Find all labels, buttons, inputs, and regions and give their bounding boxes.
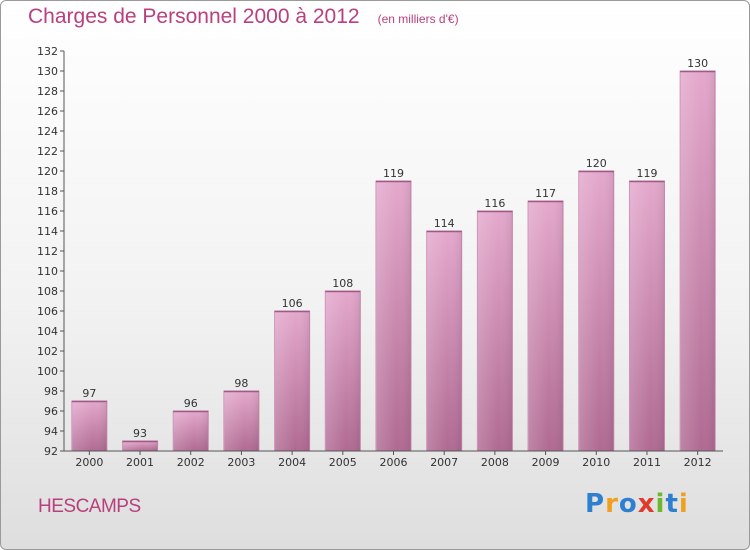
y-tick-label: 118 — [37, 185, 58, 198]
bar-value-label: 114 — [434, 217, 455, 230]
y-tick-label: 98 — [44, 385, 58, 398]
x-tick-label: 2003 — [227, 456, 255, 469]
x-tick-label: 2012 — [684, 456, 712, 469]
bar-shade — [325, 291, 361, 451]
bar-value-label: 97 — [82, 387, 96, 400]
brand-logo: Proxiti — [585, 489, 689, 519]
bar-value-label: 130 — [687, 57, 708, 70]
y-tick-label: 124 — [37, 125, 58, 138]
x-tick-label: 2008 — [481, 456, 509, 469]
brand-letter: i — [678, 489, 689, 519]
bar-value-label: 116 — [484, 197, 505, 210]
y-tick-label: 102 — [37, 345, 58, 358]
x-tick-label: 2009 — [532, 456, 560, 469]
x-tick-label: 2010 — [582, 456, 610, 469]
y-tick-label: 120 — [37, 165, 58, 178]
x-tick-label: 2007 — [430, 456, 458, 469]
y-tick-label: 100 — [37, 365, 58, 378]
bar-value-label: 106 — [282, 297, 303, 310]
brand-letter: t — [665, 489, 679, 519]
y-tick-label: 110 — [37, 265, 58, 278]
x-tick-label: 2011 — [633, 456, 661, 469]
y-tick-label: 104 — [37, 325, 58, 338]
bar-shade — [71, 401, 107, 451]
brand-letter: P — [585, 489, 606, 519]
bar-shade — [274, 311, 310, 451]
y-tick-label: 122 — [37, 145, 58, 158]
brand-letter: x — [637, 489, 656, 519]
bars: 97 93 96 98 106 108 119 114 116 117 120 119 130 — [71, 57, 716, 452]
x-tick-label: 2004 — [278, 456, 306, 469]
x-tick-label: 2001 — [126, 456, 154, 469]
chart-subtitle: (en milliers d'€) — [377, 12, 459, 26]
y-tick-label: 112 — [37, 245, 58, 258]
x-tick-label: 2005 — [329, 456, 357, 469]
y-tick-label: 130 — [37, 65, 58, 78]
bar-shade — [528, 201, 564, 451]
y-tick-label: 92 — [44, 445, 58, 458]
bar-value-label: 96 — [184, 397, 198, 410]
bar-value-label: 119 — [383, 167, 404, 180]
bar-shade — [680, 71, 716, 451]
bar-shade — [578, 171, 614, 451]
y-tick-label: 96 — [44, 405, 58, 418]
y-tick-label: 116 — [37, 205, 58, 218]
bar-shade — [376, 181, 411, 451]
brand-letter: i — [655, 489, 666, 519]
y-tick-label: 114 — [37, 225, 58, 238]
chart-title: Charges de Personnel 2000 à 2012 — [28, 5, 360, 28]
commune-name: HESCAMPS — [38, 496, 141, 517]
y-tick-label: 94 — [44, 425, 58, 438]
bar-shade — [223, 391, 259, 451]
y-tick-label: 126 — [37, 105, 58, 118]
bar-value-label: 93 — [133, 427, 147, 440]
x-tick-label: 2002 — [177, 456, 205, 469]
bar-value-label: 98 — [234, 377, 248, 390]
x-axis: 2000 2001 2002 2003 2004 2005 2006 2007 2008 2009… — [64, 450, 723, 469]
bar-shade — [426, 231, 462, 451]
bar-value-label: 120 — [586, 157, 607, 170]
y-tick-label: 132 — [37, 45, 58, 58]
y-tick-label: 108 — [37, 285, 58, 298]
bar-shade — [477, 211, 513, 451]
y-axis: 92 94 96 98 100 102 104 106 108 110 112 114 116 118 12… — [37, 45, 65, 458]
brand-letter: r — [605, 489, 619, 519]
title-line: Charges de Personnel 2000 à 2012 (en mil… — [28, 5, 459, 29]
bar-shade — [173, 411, 209, 451]
bar-shade — [122, 441, 158, 451]
x-tick-label: 2000 — [75, 456, 103, 469]
bar-shade — [629, 181, 665, 451]
x-tick-label: 2006 — [380, 456, 408, 469]
brand-letter: o — [618, 489, 638, 519]
bar-value-label: 119 — [636, 167, 657, 180]
bar-value-label: 117 — [535, 187, 556, 200]
y-tick-label: 128 — [37, 85, 58, 98]
bar-value-label: 108 — [332, 277, 353, 290]
y-tick-label: 106 — [37, 305, 58, 318]
